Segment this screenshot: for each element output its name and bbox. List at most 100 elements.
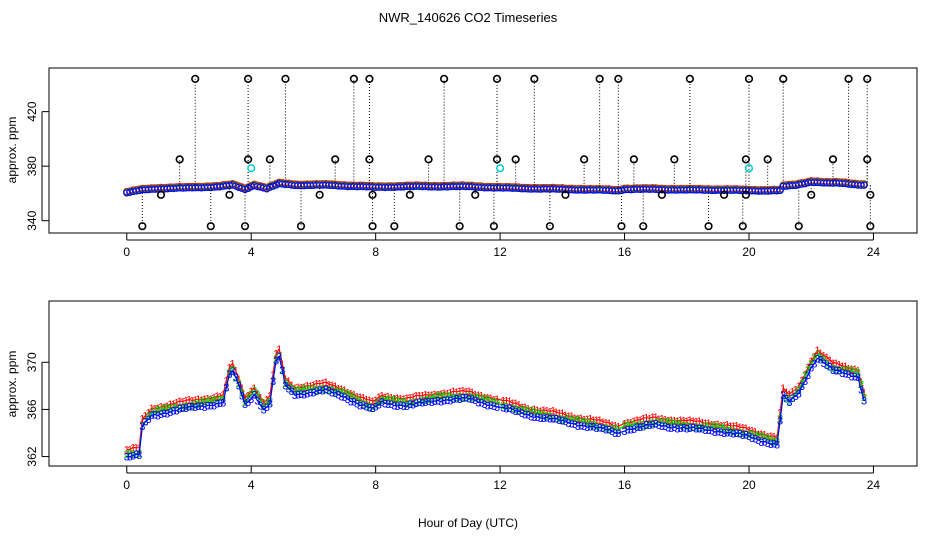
bottom-series-3-point: 3 xyxy=(724,428,730,440)
bottom-series-3-point: 3 xyxy=(503,403,509,415)
bottom-series-3-point: 3 xyxy=(441,396,447,408)
bottom-series-2-point: 2 xyxy=(447,391,453,403)
bottom-series-2-point: 2 xyxy=(519,404,525,416)
bottom-series-1-point: 1 xyxy=(317,379,323,391)
top-y-tick-label: 340 xyxy=(25,210,39,230)
bottom-series-2-point: 2 xyxy=(597,422,603,434)
bottom-series-3-point: 3 xyxy=(609,426,615,438)
bottom-series-1-point: 1 xyxy=(133,443,139,455)
bottom-series-1-point: 1 xyxy=(696,416,702,428)
bottom-series-3-point: 3 xyxy=(858,385,864,397)
bottom-series-1-point: 1 xyxy=(503,395,509,407)
bottom-series-2-point: 2 xyxy=(183,401,189,413)
bottom-series-3-point: 3 xyxy=(217,398,223,410)
bottom-series-3-point: 3 xyxy=(659,421,665,433)
bottom-series-1-point: 1 xyxy=(550,406,556,418)
bottom-series-3-point: 3 xyxy=(158,409,164,421)
bottom-series-3-point: 3 xyxy=(273,356,279,368)
bottom-series-3-point: 3 xyxy=(338,392,344,404)
bottom-series-3-point: 3 xyxy=(304,388,310,400)
bottom-series-1-point: 1 xyxy=(360,393,366,405)
bottom-series-2-point: 2 xyxy=(481,394,487,406)
bottom-series-3-point: 3 xyxy=(233,372,239,384)
bottom-series-3-point: 3 xyxy=(208,400,214,412)
bottom-series-1-point: 1 xyxy=(488,393,494,405)
bottom-series-3-point: 3 xyxy=(839,368,845,380)
bottom-series-3-point: 3 xyxy=(811,359,817,371)
bottom-series-3-point: 3 xyxy=(562,416,568,428)
bottom-series-1-point: 1 xyxy=(348,388,354,400)
bottom-series-1-point: 1 xyxy=(127,444,133,456)
bottom-series-3-point: 3 xyxy=(152,409,158,421)
bottom-series-2-point: 2 xyxy=(730,426,736,438)
bottom-series-1-point: 1 xyxy=(516,400,522,412)
bottom-series-2-point: 2 xyxy=(155,405,161,417)
bottom-series-1-point: 1 xyxy=(581,414,587,426)
bottom-series-3-point: 3 xyxy=(590,421,596,433)
bottom-series-3-point: 3 xyxy=(363,401,369,413)
bottom-series-1-point: 1 xyxy=(761,430,767,442)
bottom-series-2-point: 2 xyxy=(404,398,410,410)
bottom-series-2-point: 2 xyxy=(556,413,562,425)
bottom-series-2-point: 2 xyxy=(457,392,463,404)
bottom-series-3-point: 3 xyxy=(388,399,394,411)
bottom-series-2-point: 2 xyxy=(821,355,827,367)
bottom-series-2-point: 2 xyxy=(569,415,575,427)
bottom-series-2-point: 2 xyxy=(320,384,326,396)
top-outlier-mid xyxy=(365,155,374,164)
bottom-series-3-point: 3 xyxy=(830,365,836,377)
bottom-series-2-point: 2 xyxy=(245,392,251,404)
bottom-series-2-point: 2 xyxy=(628,419,634,431)
bottom-series-2-point: 2 xyxy=(849,365,855,377)
bottom-series-3-point: 3 xyxy=(578,421,584,433)
bottom-series-1-point: 1 xyxy=(677,415,683,427)
bottom-series-3-point: 3 xyxy=(472,395,478,407)
top-outlier-low xyxy=(240,222,250,231)
bottom-series-2-point: 2 xyxy=(186,402,192,414)
top-outlier-high xyxy=(844,74,853,84)
bottom-series-2-point: 2 xyxy=(852,367,858,379)
bottom-series-3-point: 3 xyxy=(444,395,450,407)
bottom-series-3-point: 3 xyxy=(628,424,634,436)
bottom-series-3-point: 3 xyxy=(301,390,307,402)
bottom-series-1-point: 1 xyxy=(662,415,668,427)
bottom-series-3-point: 3 xyxy=(637,422,643,434)
bottom-series-3-point: 3 xyxy=(469,394,475,406)
bottom-series-1-point: 1 xyxy=(170,399,176,411)
bottom-y-tick-label: 362 xyxy=(25,446,39,466)
bottom-series-1-point: 1 xyxy=(578,413,584,425)
bottom-series-1-point: 1 xyxy=(419,391,425,403)
bottom-series-3-point: 3 xyxy=(491,401,497,413)
bottom-series-3-point: 3 xyxy=(360,400,366,412)
bottom-series-3-point: 3 xyxy=(180,403,186,415)
bottom-series-1-point: 1 xyxy=(814,345,820,357)
bottom-series-1-point: 1 xyxy=(441,388,447,400)
bottom-series-3-point: 3 xyxy=(671,422,677,434)
bottom-series-3-point: 3 xyxy=(351,397,357,409)
bottom-series-3-point: 3 xyxy=(855,372,861,384)
top-outlier-low xyxy=(704,222,713,231)
bottom-series-3-point: 3 xyxy=(161,408,167,420)
bottom-series-3-point: 3 xyxy=(696,423,702,435)
bottom-series-1-point: 1 xyxy=(569,411,575,423)
bottom-series-3-point: 3 xyxy=(550,414,556,426)
bottom-series-3-point: 3 xyxy=(799,381,805,393)
bottom-series-2-point: 2 xyxy=(124,449,130,461)
bottom-series-2-point: 2 xyxy=(705,422,711,434)
bottom-series-2-point: 2 xyxy=(307,384,313,396)
bottom-series-2-point: 2 xyxy=(830,363,836,375)
bottom-series-1-point: 1 xyxy=(335,384,341,396)
top-outlier-mid xyxy=(511,155,520,164)
bottom-series-3-point: 3 xyxy=(553,413,559,425)
bottom-series-2-point: 2 xyxy=(615,425,621,437)
top-outlier-high xyxy=(365,74,374,84)
top-outlier-mid xyxy=(492,155,502,164)
bottom-series-3-point: 3 xyxy=(457,394,463,406)
bottom-series-2-point: 2 xyxy=(581,417,587,429)
bottom-series-1-point: 1 xyxy=(752,426,758,438)
bottom-series-2-point: 2 xyxy=(394,396,400,408)
bottom-series-3-point: 3 xyxy=(245,397,251,409)
bottom-series-2-point: 2 xyxy=(718,422,724,434)
bottom-series-1-point: 1 xyxy=(637,415,643,427)
bottom-series-1-point: 1 xyxy=(267,390,273,402)
